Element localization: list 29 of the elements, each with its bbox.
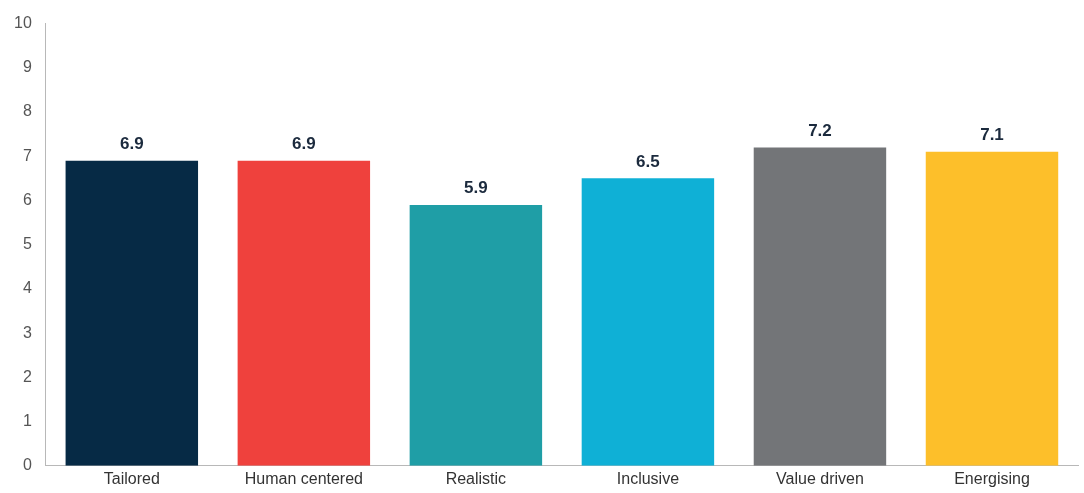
y-tick-label: 7 (22, 146, 32, 164)
x-tick-label: Energising (954, 469, 1030, 487)
y-tick-label: 3 (22, 323, 32, 341)
data-label: 6.9 (292, 133, 316, 153)
data-label: 6.9 (119, 133, 144, 153)
y-tick-label: 8 (22, 102, 32, 120)
data-label: 7.2 (808, 120, 832, 140)
y-tick-label: 10 (14, 14, 32, 32)
data-label: 5.9 (464, 178, 488, 198)
y-tick-label: 9 (22, 58, 32, 76)
y-tick-label: 5 (22, 235, 32, 253)
x-tick-label: Inclusive (616, 469, 680, 487)
x-tick-label: Tailored (103, 469, 160, 487)
bar (753, 147, 887, 466)
x-tick-label: Human centered (244, 469, 363, 487)
y-tick-label: 4 (22, 279, 32, 297)
x-tick-label: Value driven (776, 469, 864, 487)
bar (65, 160, 199, 466)
bar (581, 178, 715, 466)
y-tick-label: 6 (22, 190, 32, 208)
y-tick-label: 0 (22, 456, 32, 474)
data-label: 7.1 (980, 125, 1004, 145)
data-label: 6.5 (636, 151, 660, 171)
x-tick-label: Realistic (445, 469, 507, 487)
bar (237, 160, 371, 466)
y-tick-label: 2 (22, 367, 32, 385)
bar (409, 204, 543, 466)
bar (925, 151, 1059, 466)
y-tick-label: 1 (22, 411, 32, 429)
